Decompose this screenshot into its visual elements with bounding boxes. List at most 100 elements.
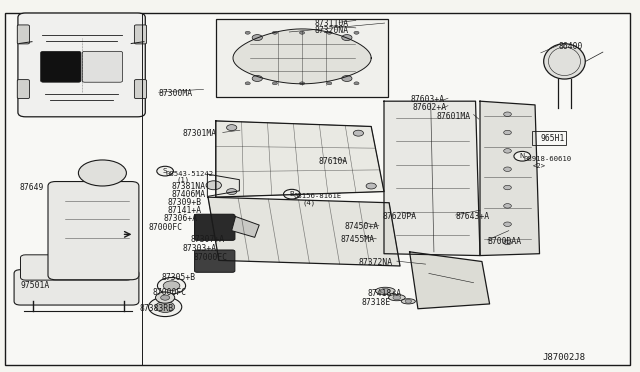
Text: 87300MA: 87300MA [159, 89, 193, 98]
Circle shape [157, 166, 173, 176]
Circle shape [504, 222, 511, 227]
Text: 87141+A: 87141+A [168, 206, 202, 215]
Text: 86400: 86400 [558, 42, 582, 51]
Circle shape [156, 301, 175, 312]
Circle shape [504, 240, 511, 245]
Circle shape [342, 76, 352, 81]
Text: <2>: <2> [532, 163, 546, 169]
Text: 87000FC: 87000FC [148, 223, 182, 232]
Text: 87320NA: 87320NA [315, 26, 349, 35]
Text: 87309+B: 87309+B [168, 198, 202, 207]
Circle shape [327, 82, 332, 85]
Circle shape [504, 112, 511, 116]
Circle shape [504, 149, 511, 153]
FancyBboxPatch shape [195, 250, 235, 272]
Circle shape [354, 31, 359, 34]
Text: B: B [289, 191, 294, 197]
Polygon shape [216, 121, 384, 197]
Ellipse shape [401, 299, 415, 304]
Text: 08156-8161E: 08156-8161E [293, 193, 341, 199]
Circle shape [393, 295, 401, 300]
Text: 965H1: 965H1 [541, 134, 565, 143]
Circle shape [366, 183, 376, 189]
FancyBboxPatch shape [17, 80, 29, 99]
Text: 87311QA: 87311QA [315, 19, 349, 28]
Text: 87643+A: 87643+A [456, 212, 490, 221]
Text: 08543-51242: 08543-51242 [165, 171, 213, 177]
Circle shape [405, 299, 412, 303]
Text: 87601MA: 87601MA [436, 112, 470, 121]
Text: (1): (1) [176, 177, 189, 183]
Circle shape [163, 281, 180, 291]
Text: J87002J8: J87002J8 [543, 353, 586, 362]
Text: 87649: 87649 [19, 183, 44, 192]
Circle shape [504, 167, 511, 171]
Text: 87318E: 87318E [362, 298, 391, 307]
Text: 87603+A: 87603+A [411, 95, 445, 104]
Text: N: N [520, 153, 525, 159]
FancyBboxPatch shape [18, 13, 145, 117]
Circle shape [227, 189, 237, 195]
Circle shape [245, 31, 250, 34]
Text: 97501A: 97501A [20, 281, 50, 290]
Circle shape [156, 292, 175, 303]
Ellipse shape [544, 44, 585, 79]
Text: 87306+A: 87306+A [163, 214, 197, 223]
Text: 87381NA: 87381NA [172, 182, 205, 190]
Circle shape [161, 295, 170, 300]
Text: 87620PA: 87620PA [383, 212, 417, 221]
Polygon shape [480, 101, 540, 256]
Text: 87610A: 87610A [319, 157, 348, 166]
Circle shape [504, 130, 511, 135]
Circle shape [227, 125, 237, 131]
Text: 87000FC: 87000FC [152, 288, 186, 296]
Circle shape [381, 288, 390, 294]
Circle shape [354, 82, 359, 85]
Circle shape [273, 82, 278, 85]
Circle shape [252, 35, 262, 41]
Text: 08918-60610: 08918-60610 [524, 156, 572, 162]
FancyBboxPatch shape [17, 25, 29, 44]
Text: S: S [163, 168, 167, 174]
Circle shape [300, 31, 305, 34]
Text: B700DAA: B700DAA [488, 237, 522, 246]
FancyBboxPatch shape [48, 182, 139, 280]
Bar [532, 131, 566, 145]
Text: 87305+B: 87305+B [161, 273, 195, 282]
FancyBboxPatch shape [41, 51, 81, 82]
Polygon shape [232, 217, 259, 237]
Bar [216, 19, 388, 97]
Text: 87301MA: 87301MA [182, 129, 216, 138]
Ellipse shape [79, 160, 127, 186]
Circle shape [327, 31, 332, 34]
Text: 87418+A: 87418+A [368, 289, 402, 298]
Text: 87307+A: 87307+A [191, 235, 225, 244]
Text: 87602+A: 87602+A [413, 103, 447, 112]
Text: 87000FC: 87000FC [193, 253, 227, 262]
FancyBboxPatch shape [134, 80, 147, 99]
Circle shape [206, 181, 221, 190]
Polygon shape [410, 252, 490, 309]
Circle shape [284, 189, 300, 199]
Polygon shape [384, 101, 480, 256]
Polygon shape [233, 29, 371, 84]
Circle shape [148, 297, 182, 317]
Text: (4): (4) [302, 199, 316, 206]
Text: 87303+A: 87303+A [182, 244, 216, 253]
Text: 87372NA: 87372NA [358, 258, 392, 267]
Circle shape [504, 203, 511, 208]
Circle shape [300, 82, 305, 85]
Ellipse shape [376, 287, 395, 295]
Circle shape [353, 130, 364, 136]
FancyBboxPatch shape [14, 270, 139, 305]
FancyBboxPatch shape [195, 214, 235, 240]
Circle shape [245, 82, 250, 85]
Circle shape [252, 76, 262, 81]
Text: 87406MA: 87406MA [172, 190, 205, 199]
Text: 87455MA: 87455MA [340, 235, 374, 244]
FancyBboxPatch shape [20, 255, 132, 280]
Circle shape [342, 35, 352, 41]
Text: 87383RB: 87383RB [140, 304, 173, 312]
FancyBboxPatch shape [134, 25, 147, 44]
Circle shape [514, 151, 531, 161]
